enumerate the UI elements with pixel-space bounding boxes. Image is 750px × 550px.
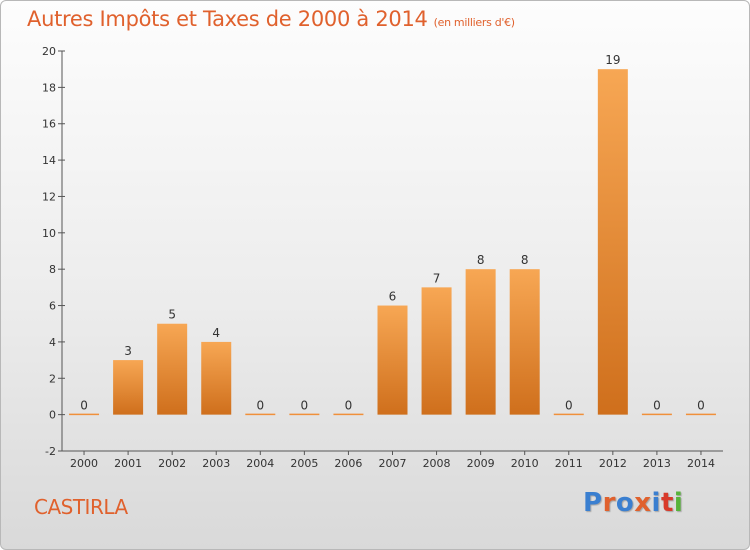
data-label: 0 <box>697 399 705 413</box>
logo-letter: i <box>673 488 684 518</box>
bar <box>201 341 232 415</box>
y-tick-label: 14 <box>42 154 56 167</box>
x-tick-label: 2014 <box>687 457 715 470</box>
x-tick-label: 2010 <box>511 457 539 470</box>
bar <box>377 305 408 415</box>
y-tick-label: 0 <box>49 409 56 422</box>
data-label: 6 <box>389 290 397 304</box>
bar <box>245 413 276 416</box>
data-label: 7 <box>433 271 441 285</box>
logo-letter: t <box>660 488 674 518</box>
data-label: 0 <box>565 399 573 413</box>
data-label: 3 <box>124 344 132 358</box>
bar <box>333 413 364 416</box>
logo-letter: i <box>651 488 661 518</box>
logo-letter: r <box>602 488 616 518</box>
bar <box>553 413 584 416</box>
x-tick-label: 2000 <box>70 457 98 470</box>
y-tick-label: 20 <box>42 45 56 58</box>
data-label: 8 <box>521 253 529 267</box>
data-label: 0 <box>301 399 309 413</box>
bar <box>509 269 540 415</box>
y-tick-label: 16 <box>42 118 56 131</box>
y-tick-label: 4 <box>49 336 56 349</box>
logo-letter: P <box>583 488 603 518</box>
data-label: 8 <box>477 253 485 267</box>
y-tick-label: 10 <box>42 227 56 240</box>
bar <box>157 323 188 415</box>
bar <box>685 413 716 416</box>
logo-letter: x <box>634 488 652 518</box>
bar <box>421 287 452 415</box>
x-tick-label: 2011 <box>555 457 583 470</box>
bar <box>289 413 320 416</box>
y-tick-label: 6 <box>49 300 56 313</box>
x-tick-label: 2006 <box>334 457 362 470</box>
bar <box>69 413 100 416</box>
commune-name: CASTIRLA <box>34 495 128 519</box>
x-tick-label: 2004 <box>246 457 274 470</box>
y-tick-label: -2 <box>45 445 56 458</box>
data-label: 5 <box>168 308 176 322</box>
data-label: 0 <box>345 399 353 413</box>
bar <box>465 269 496 415</box>
bar <box>641 413 672 416</box>
proxiti-logo[interactable]: Proxiti <box>583 488 683 518</box>
y-tick-label: 18 <box>42 81 56 94</box>
x-tick-label: 2009 <box>467 457 495 470</box>
data-label: 4 <box>212 326 220 340</box>
x-tick-label: 2013 <box>643 457 671 470</box>
x-tick-label: 2007 <box>379 457 407 470</box>
logo-letter: o <box>615 488 635 518</box>
y-tick-label: 8 <box>49 263 56 276</box>
x-tick-label: 2002 <box>158 457 186 470</box>
x-tick-label: 2008 <box>423 457 451 470</box>
data-label: 0 <box>80 399 88 413</box>
data-label: 0 <box>653 399 661 413</box>
x-tick-label: 2001 <box>114 457 142 470</box>
y-tick-label: 2 <box>49 372 56 385</box>
data-label: 0 <box>256 399 264 413</box>
bar <box>113 360 144 415</box>
x-tick-label: 2005 <box>290 457 318 470</box>
y-tick-label: 12 <box>42 190 56 203</box>
x-tick-label: 2003 <box>202 457 230 470</box>
bar <box>597 69 628 415</box>
chart-title: Autres Impôts et Taxes de 2000 à 2014 (en… <box>27 7 515 31</box>
chart-unit: (en milliers d'€) <box>433 16 515 29</box>
x-tick-label: 2012 <box>599 457 627 470</box>
data-label: 19 <box>605 53 620 67</box>
